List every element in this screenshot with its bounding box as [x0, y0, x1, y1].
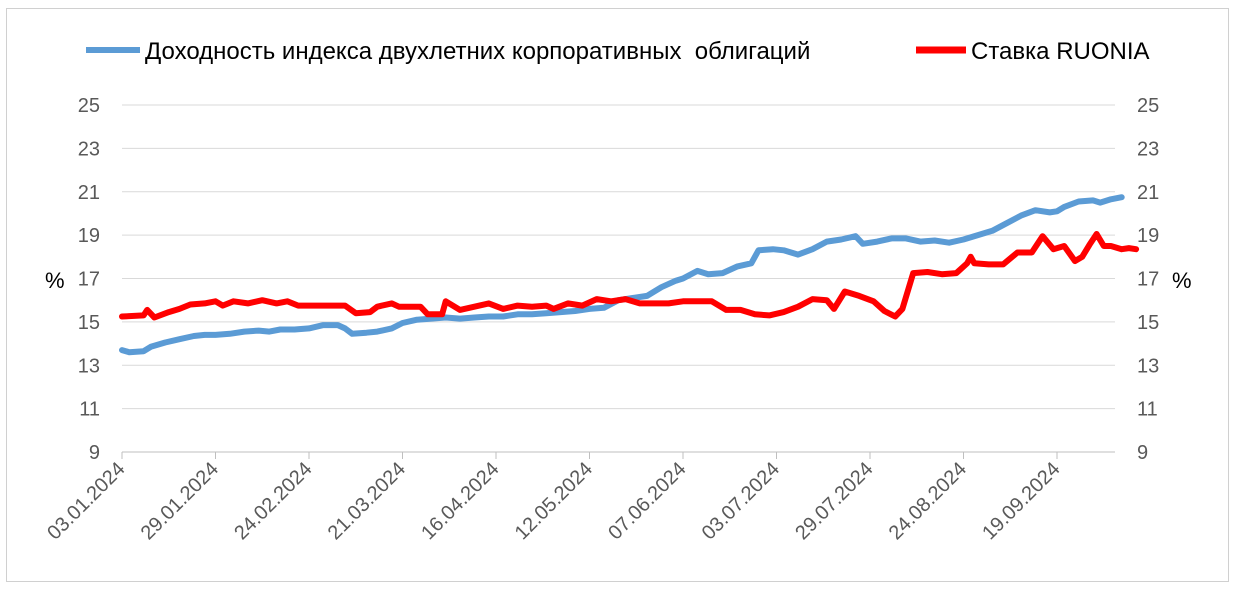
y-axis-left-ticks: 9 11 13 15 17 19 21 23 25	[78, 95, 100, 464]
y-tick-label-left: 23	[78, 138, 100, 160]
legend: Доходность индекса двухлетних корпоратив…	[86, 38, 1150, 65]
y-tick-label-right: 19	[1137, 225, 1159, 247]
y-tick-label-right: 17	[1137, 269, 1159, 291]
legend-label-ruonia: Ставка RUONIA	[971, 38, 1150, 65]
y-tick-label-right: 25	[1137, 95, 1159, 117]
y-tick-label-left: 13	[78, 355, 100, 377]
x-tick-label: 03.01.2024	[43, 458, 129, 544]
y-tick-label-right: 23	[1137, 138, 1159, 160]
y-tick-label-right: 21	[1137, 182, 1159, 204]
y-axis-right-ticks: 9 11 13 15 17 19 21 23 25	[1137, 95, 1159, 464]
y-tick-label-left: 25	[78, 95, 100, 117]
x-tick-label: 21.03.2024	[324, 458, 410, 544]
y-tick-label-right: 13	[1137, 355, 1159, 377]
series-line-ruonia	[119, 231, 1140, 321]
legend-label-bond-yield: Доходность индекса двухлетних корпоратив…	[145, 38, 810, 65]
x-tick-label: 29.07.2024	[791, 458, 877, 544]
y-tick-label-left: 21	[78, 182, 100, 204]
grid-lines	[122, 104, 1115, 410]
y-tick-label-right: 9	[1137, 442, 1148, 464]
y-tick-label-right: 15	[1137, 312, 1159, 334]
y-axis-left-unit: %	[45, 268, 65, 293]
series-lines	[119, 194, 1140, 356]
x-tick-label: 24.02.2024	[230, 458, 316, 544]
x-tick-label: 03.07.2024	[698, 458, 784, 544]
x-axis-ticks: 03.01.2024 29.01.2024 24.02.2024 21.03.2024…	[43, 452, 1065, 544]
y-tick-label-left: 15	[78, 312, 100, 334]
y-tick-label-right: 11	[1137, 399, 1158, 421]
x-tick-label: 07.06.2024	[604, 458, 690, 544]
x-tick-label: 19.09.2024	[978, 458, 1064, 544]
y-tick-label-left: 17	[78, 269, 100, 291]
y-tick-label-left: 19	[78, 225, 100, 247]
x-tick-label: 29.01.2024	[137, 458, 223, 544]
chart-frame	[6, 8, 1229, 582]
y-axis-right-unit: %	[1172, 268, 1192, 293]
y-tick-label-left: 11	[79, 399, 100, 421]
x-tick-label: 12.05.2024	[511, 458, 597, 544]
y-tick-label-left: 9	[89, 442, 100, 464]
x-tick-label: 24.08.2024	[885, 458, 971, 544]
series-line-bond-yield	[119, 194, 1125, 356]
x-tick-label: 16.04.2024	[417, 458, 503, 544]
